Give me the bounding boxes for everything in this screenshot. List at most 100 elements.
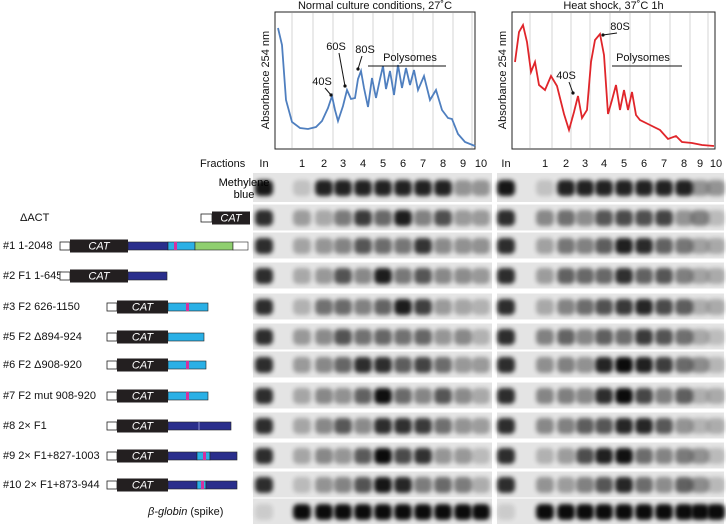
blot-band xyxy=(536,329,554,345)
blot-band xyxy=(615,477,633,493)
blot-band xyxy=(655,180,673,196)
fraction-label: 2 xyxy=(321,158,327,170)
cat-box xyxy=(117,389,168,403)
fraction-label: 9 xyxy=(697,158,703,170)
blot-band xyxy=(374,388,392,404)
cat-label: CAT xyxy=(132,479,154,491)
blot-band xyxy=(434,180,452,196)
input-lane-label: In xyxy=(259,158,268,170)
blot-band xyxy=(691,329,709,345)
blot-band xyxy=(691,238,709,254)
blot-band xyxy=(675,329,693,345)
blot-band xyxy=(691,418,709,434)
blot-band xyxy=(394,477,412,493)
blot-band xyxy=(655,210,673,226)
blot-band xyxy=(255,329,273,345)
fraction-label: 10 xyxy=(475,158,487,170)
blot-band xyxy=(434,418,452,434)
blot-band xyxy=(354,299,372,315)
spike-label: β-globin (spike) xyxy=(147,506,223,518)
blot-band xyxy=(293,268,311,284)
blot-strip xyxy=(253,351,492,378)
blot-band xyxy=(707,388,725,404)
construct-label: #7 F2 mut 908-920 xyxy=(3,390,96,402)
blot-band xyxy=(497,418,515,434)
fraction-label: 2 xyxy=(563,158,569,170)
blot-band xyxy=(334,504,352,520)
domain-segment xyxy=(209,451,238,461)
blot-band xyxy=(675,210,693,226)
blot-band xyxy=(691,357,709,373)
blot-band xyxy=(557,268,575,284)
blot-band xyxy=(334,448,352,464)
blot-band xyxy=(595,210,613,226)
construct-label: #5 F2 Δ894-924 xyxy=(3,331,82,343)
blot-band xyxy=(334,388,352,404)
fraction-label: 10 xyxy=(710,158,722,170)
blot-band xyxy=(472,210,490,226)
blot-band xyxy=(434,388,452,404)
polysomes-label: Polysomes xyxy=(383,52,437,64)
blot-band xyxy=(472,418,490,434)
blot-band xyxy=(655,329,673,345)
blot-band xyxy=(595,504,613,520)
blot-band xyxy=(707,210,725,226)
blot-band xyxy=(394,357,412,373)
cat-label: CAT xyxy=(88,270,110,282)
blot-strip xyxy=(253,204,492,231)
blot-band xyxy=(707,329,725,345)
blot-band xyxy=(576,180,594,196)
blot-band xyxy=(707,268,725,284)
blot-band xyxy=(334,357,352,373)
blot-band xyxy=(374,357,392,373)
domain-segment xyxy=(232,241,249,251)
fraction-label: 8 xyxy=(681,158,687,170)
cat-box xyxy=(70,239,128,253)
arrow-head xyxy=(356,67,360,71)
blot-band xyxy=(615,210,633,226)
blot-band xyxy=(394,329,412,345)
cat-box xyxy=(117,300,168,314)
leader-box xyxy=(106,421,118,431)
motif-mark xyxy=(186,361,189,369)
fraction-label: 3 xyxy=(340,158,346,170)
fractions-label: Fractions xyxy=(200,158,246,170)
profile-title: Normal culture conditions, 27˚C xyxy=(298,0,452,12)
blot-band xyxy=(374,238,392,254)
blot-band xyxy=(655,448,673,464)
blot-band xyxy=(334,238,352,254)
blot-band xyxy=(557,357,575,373)
blot-band xyxy=(255,299,273,315)
blot-band xyxy=(615,180,633,196)
blot-band xyxy=(675,504,693,520)
fraction-label: 7 xyxy=(661,158,667,170)
blot-band xyxy=(675,268,693,284)
blot-band xyxy=(595,477,613,493)
blot-band xyxy=(675,299,693,315)
blot-strip xyxy=(253,382,492,409)
blot-band xyxy=(576,477,594,493)
blot-band xyxy=(707,299,725,315)
domain-segment xyxy=(167,241,196,251)
blot-strip xyxy=(253,412,492,439)
leader-box xyxy=(59,241,71,251)
blot-band xyxy=(354,418,372,434)
blot-band xyxy=(315,504,333,520)
blot-band xyxy=(394,238,412,254)
profiles: Normal culture conditions, 27˚C Absorbanc… xyxy=(260,0,716,150)
blot-band xyxy=(354,268,372,284)
polysomes-label: Polysomes xyxy=(616,52,670,64)
blot-band xyxy=(595,268,613,284)
blot-band xyxy=(497,448,515,464)
blot-band xyxy=(394,388,412,404)
blot-band xyxy=(454,268,472,284)
profile-frame xyxy=(511,11,716,150)
leader-box xyxy=(106,391,118,401)
blot-band xyxy=(536,418,554,434)
blot-band xyxy=(255,210,273,226)
blot-band xyxy=(454,504,472,520)
blot-band xyxy=(472,448,490,464)
blot-band xyxy=(655,504,673,520)
blot-band xyxy=(472,299,490,315)
